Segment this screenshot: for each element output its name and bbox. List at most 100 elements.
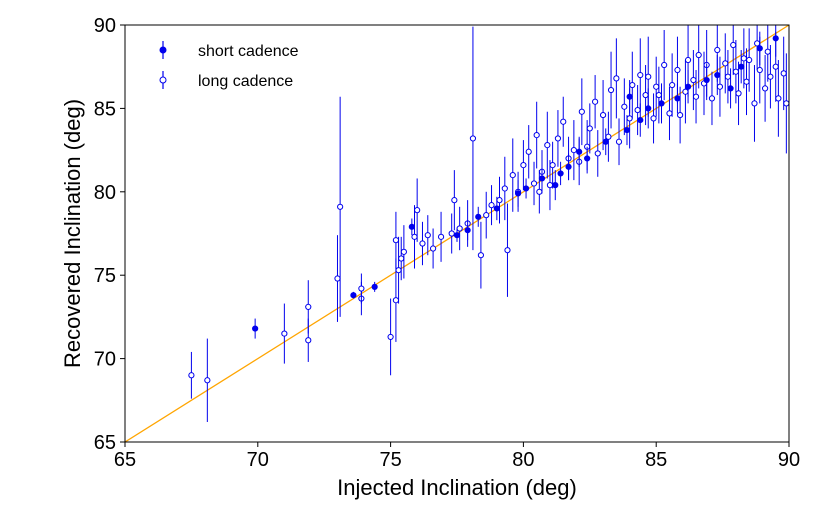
long-cadence-point [451,197,458,204]
y-tick-label: 90 [94,15,116,37]
short-cadence-series [252,25,779,339]
short-cadence-point [557,170,564,177]
long-cadence-point [281,330,288,337]
long-cadence-point [650,115,657,122]
long-cadence-point [411,233,418,240]
short-cadence-point [464,227,471,234]
short-cadence-point [756,45,763,52]
long-cadence-point [398,255,405,262]
long-cadence-point [653,83,660,90]
short-cadence-point [552,182,559,189]
long-cadence-point [775,95,782,102]
long-cadence-point [504,247,511,254]
y-tick-label: 65 [94,432,116,454]
long-cadence-point [666,110,673,117]
long-cadence-point [594,150,601,157]
long-cadence-point [525,148,532,155]
long-cadence-point [661,61,668,69]
long-cadence-point [204,377,211,384]
short-cadence-point [684,83,692,90]
long-cadence-point [305,337,312,344]
long-cadence-point [642,91,649,99]
long-cadence-point [496,197,503,204]
long-cadence-point [692,93,700,100]
long-cadence-point [592,98,599,105]
long-cadence-point [429,245,437,252]
long-cadence-point [708,95,716,102]
long-cadence-point [621,103,628,110]
short-cadence-point [522,185,530,192]
legend-long-marker [159,76,167,84]
long-cadence-point [772,63,779,70]
short-cadence-point [714,71,721,79]
x-tick-label: 90 [778,449,800,471]
y-tick-label: 80 [94,182,116,204]
long-cadence-point [419,240,426,247]
x-tick-label: 85 [645,449,667,471]
long-cadence-point [477,252,485,259]
long-cadence-point [714,46,721,54]
long-cadence-point [607,86,615,94]
short-cadence-point [703,76,710,84]
long-cadence-point [483,212,490,219]
long-cadence-point [677,111,684,119]
x-tick-label: 80 [512,449,534,471]
x-tick-label: 65 [114,449,136,471]
short-cadence-point [252,325,259,332]
long-cadence-point [674,66,681,74]
long-cadence-point [756,66,763,74]
long-cadence-point [626,115,633,122]
long-cadence-point [783,100,790,107]
y-axis-label: Recovered Inclination (deg) [60,99,85,368]
long-cadence-point [400,248,407,255]
long-cadence-point [334,275,341,282]
long-cadence-point [740,55,747,62]
short-cadence-point [576,148,583,155]
long-cadence-point [520,162,527,169]
long-cadence-point [722,60,729,67]
long-cadence-point [509,172,516,179]
long-cadence-point [764,48,771,55]
long-cadence-point [690,76,697,84]
long-cadence-point [724,73,732,80]
y-tick-label: 70 [94,349,116,371]
long-cadence-point [560,118,567,125]
long-cadence-point [437,233,445,240]
long-cadence-point [414,207,421,214]
short-cadence-point [371,283,378,290]
legend-short-marker [159,46,167,54]
x-axis-label: Injected Inclination (deg) [337,475,577,500]
short-cadence-point [475,213,482,220]
long-cadence-point [751,100,758,107]
plot-frame [124,24,790,443]
short-cadence-point [602,138,609,145]
legend-long-label: long cadence [198,73,293,90]
legend: short cadence long cadence [159,41,299,90]
long-cadence-point [395,267,402,274]
long-cadence-point [456,225,463,232]
axis-ticks: 65 70 75 80 85 90 65 70 75 80 85 90 [94,15,800,471]
long-cadence-point [746,56,753,64]
short-cadence-point [645,105,652,112]
long-cadence-point [695,51,702,59]
long-cadence-point [669,81,676,89]
long-cadence-point [554,135,562,142]
long-cadence-point [448,230,455,237]
long-cadence-point [684,56,692,64]
short-cadence-point [727,85,734,92]
long-cadence-point [767,73,774,80]
long-cadence-point [488,202,495,209]
short-cadence-point [658,100,665,107]
long-cadence-point [732,68,739,75]
long-cadence-point [780,70,787,77]
long-cadence-point [761,85,769,92]
short-cadence-point [623,126,631,134]
long-cadence-point [578,108,585,115]
short-cadence-point [493,205,500,212]
long-cadence-point [501,185,508,192]
short-cadence-point [626,93,633,100]
long-cadence-point [637,71,644,79]
long-cadence-point [536,188,543,195]
long-cadence-point [305,303,312,310]
